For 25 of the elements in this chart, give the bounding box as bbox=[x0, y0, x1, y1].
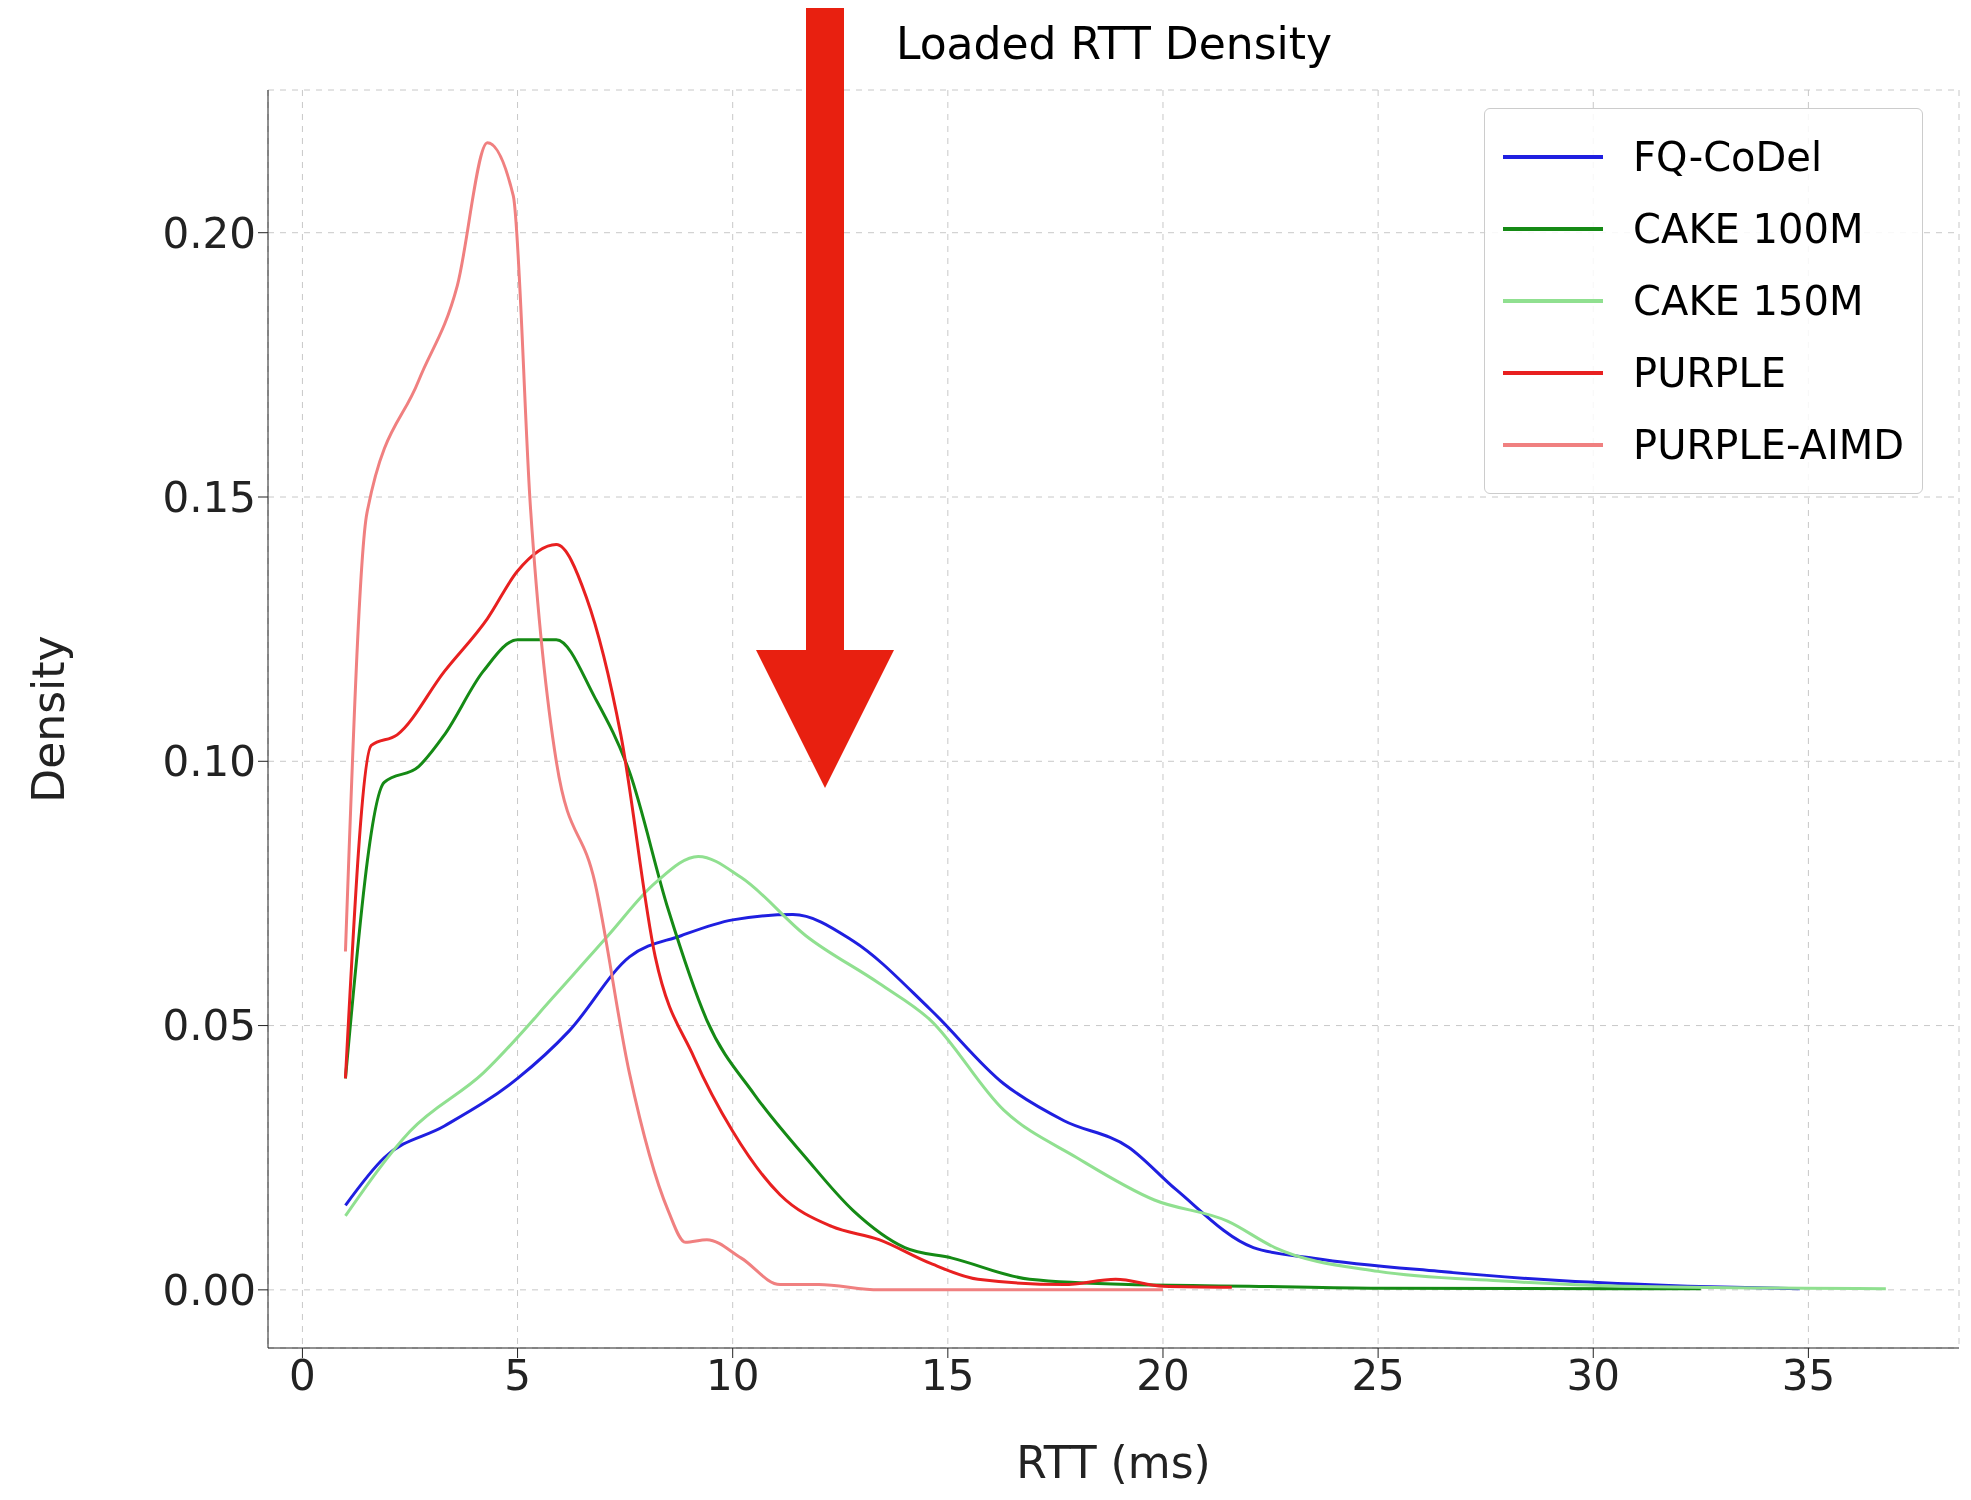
x-tick-label: 15 bbox=[921, 1350, 975, 1400]
x-tick-label: 30 bbox=[1566, 1350, 1620, 1400]
x-tick-label: 25 bbox=[1351, 1350, 1405, 1400]
x-tick-label: 0 bbox=[289, 1350, 316, 1400]
y-tick-label: 0.10 bbox=[162, 737, 256, 787]
x-tick-label: 35 bbox=[1781, 1350, 1836, 1400]
y-tick-label: 0.15 bbox=[162, 472, 256, 522]
line-series bbox=[343, 141, 1165, 1292]
legend-label: PURPLE-AIMD bbox=[1633, 422, 1904, 468]
x-tick-label: 10 bbox=[705, 1350, 760, 1400]
y-axis-title: Density bbox=[22, 635, 74, 803]
line-series bbox=[343, 854, 1888, 1291]
legend-label: PURPLE bbox=[1633, 350, 1786, 396]
legend-label: CAKE 100M bbox=[1633, 206, 1864, 252]
line-series bbox=[343, 543, 1234, 1289]
legend-label: FQ-CoDel bbox=[1633, 134, 1823, 180]
x-axis-title: RTT (ms) bbox=[1016, 1437, 1211, 1488]
y-tick-label: 0.00 bbox=[162, 1265, 256, 1315]
y-tick-label: 0.05 bbox=[162, 1001, 256, 1051]
chart-title: Loaded RTT Density bbox=[894, 18, 1334, 69]
line-series bbox=[343, 638, 1703, 1291]
legend-label: CAKE 150M bbox=[1633, 278, 1864, 324]
x-tick-label: 5 bbox=[504, 1350, 531, 1400]
y-tick-label: 0.20 bbox=[162, 208, 256, 258]
x-tick-label: 20 bbox=[1136, 1350, 1190, 1400]
